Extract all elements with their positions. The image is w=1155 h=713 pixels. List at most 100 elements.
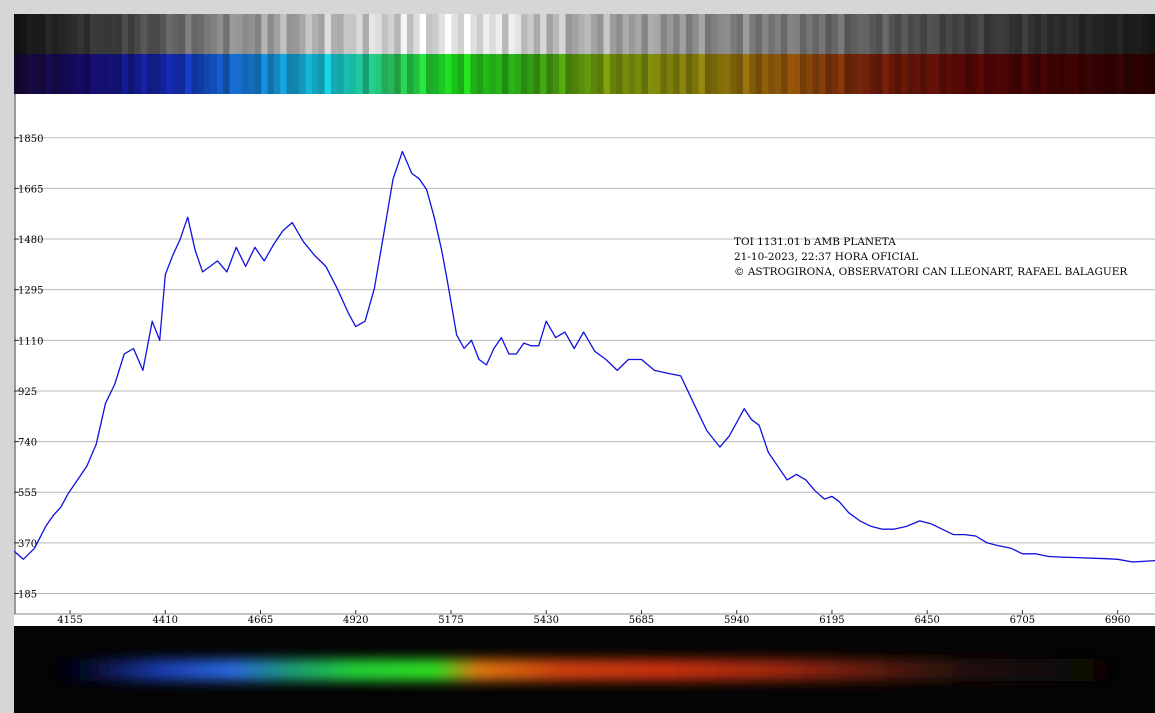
gray-strip-slice <box>641 14 649 54</box>
gray-strip-slice <box>692 14 700 54</box>
gray-strip-slice <box>888 14 896 54</box>
color-strip-slice <box>445 54 452 94</box>
gray-strip-slice <box>254 14 262 54</box>
color-strip-slice <box>71 54 78 94</box>
gray-strip-slice <box>1028 14 1036 54</box>
gray-strip-slice <box>419 14 427 54</box>
color-strip-slice <box>666 54 674 94</box>
gray-strip-slice <box>1123 14 1131 54</box>
color-strip-slice <box>647 54 655 94</box>
gray-strip-slice <box>172 14 180 54</box>
x-tick-label: 6450 <box>914 615 939 626</box>
color-strip-slice <box>1021 54 1029 94</box>
gray-strip-slice <box>166 14 174 54</box>
color-strip-slice <box>787 54 795 94</box>
color-strip-slice <box>635 54 643 94</box>
color-strip-slice <box>540 54 548 94</box>
color-strip-slice <box>14 54 21 94</box>
y-axis: 1850 1665 1480 1295 1110 925 740 555 370 185 <box>14 94 43 614</box>
gray-strip-slice <box>242 14 250 54</box>
color-strip-slice <box>109 54 117 94</box>
gray-strip-slice <box>933 14 941 54</box>
gray-strip-slice <box>451 14 459 54</box>
color-strip-slice <box>223 54 231 94</box>
color-strip-slice <box>641 54 649 94</box>
gray-strip-slice <box>413 14 421 54</box>
color-strip-slice <box>324 54 332 94</box>
color-strip-slice <box>343 54 351 94</box>
gray-strip-slice <box>578 14 586 54</box>
plot-background <box>14 94 1155 626</box>
y-tick-label: 185 <box>18 589 37 600</box>
color-strip-slice <box>235 54 243 94</box>
color-strip-slice <box>489 54 497 94</box>
gray-strip-slice <box>907 14 915 54</box>
gray-strip-slice <box>210 14 218 54</box>
x-axis: 4155 4410 4665 4920 5175 5430 5685 5940 6195 6450… <box>14 610 1155 626</box>
gray-strip-slice <box>216 14 224 54</box>
gray-strip-slice <box>223 14 231 54</box>
color-strip-slice <box>305 54 313 94</box>
x-tick-label: 4665 <box>248 615 273 626</box>
color-strip-slice <box>761 54 769 94</box>
gray-strip-slice <box>895 14 903 54</box>
gray-strip-slice <box>761 14 769 54</box>
color-strip-slice <box>907 54 915 94</box>
color-strip-slice <box>882 54 890 94</box>
gray-strip-slice <box>229 14 237 54</box>
gray-strip-slice <box>1129 14 1137 54</box>
gray-strip-slice <box>58 14 66 54</box>
gray-strip-slice <box>280 14 288 54</box>
raw-spectrum-band <box>54 659 1114 681</box>
color-strip-slice <box>1097 54 1105 94</box>
color-strip-slice <box>793 54 801 94</box>
y-tick-label: 555 <box>18 488 37 499</box>
annotation-line-1: TOI 1131.01 b AMB PLANETA <box>734 236 896 248</box>
gray-strip-slice <box>559 14 567 54</box>
gray-strip-slice <box>1116 14 1124 54</box>
gray-strip-slice <box>926 14 934 54</box>
color-strip-slice <box>1047 54 1055 94</box>
gray-strip-slice <box>971 14 979 54</box>
gray-strip-slice <box>774 14 782 54</box>
color-strip-slice <box>901 54 909 94</box>
color-strip-slice <box>45 54 53 94</box>
color-strip-slice <box>1091 54 1099 94</box>
color-strip-slice <box>1116 54 1124 94</box>
color-strip-slice <box>1148 54 1155 94</box>
color-strip-slice <box>590 54 598 94</box>
color-strip-slice <box>1040 54 1048 94</box>
x-tick-label: 5175 <box>438 615 463 626</box>
color-strip-slice <box>964 54 972 94</box>
gray-strip-slice <box>514 14 522 54</box>
gray-strip-slice <box>368 14 376 54</box>
gray-strip-slice <box>787 14 795 54</box>
color-strip-slice <box>1009 54 1017 94</box>
x-tick-label: 6960 <box>1105 615 1130 626</box>
color-strip-slice <box>742 54 750 94</box>
gray-strip-slice <box>432 14 440 54</box>
x-tick-label: 4155 <box>57 615 82 626</box>
color-strip-slice <box>394 54 402 94</box>
x-tick-label: 5940 <box>724 615 749 626</box>
color-strip-slice <box>52 54 59 94</box>
gray-strip-slice <box>1040 14 1048 54</box>
gray-strip-slice <box>362 14 370 54</box>
color-strip-slice <box>914 54 922 94</box>
color-strip-slice <box>628 54 636 94</box>
color-strip-slice <box>939 54 947 94</box>
color-strip-slice <box>375 54 383 94</box>
color-strip-slice <box>749 54 757 94</box>
color-strip-slice <box>438 54 446 94</box>
color-strip-slice <box>857 54 865 94</box>
color-strip-slice <box>781 54 788 94</box>
gray-strip-slice <box>1002 14 1010 54</box>
color-strip-slice <box>166 54 174 94</box>
gray-strip-slice <box>546 14 554 54</box>
gray-strip-slice <box>952 14 960 54</box>
spectrum-plot: 1850 1665 1480 1295 1110 925 740 555 370 185 4155… <box>14 94 1155 626</box>
gray-strip-slice <box>628 14 636 54</box>
gray-strip-slice <box>349 14 357 54</box>
x-tick-label: 4920 <box>343 615 368 626</box>
gray-strip-slice <box>654 14 662 54</box>
